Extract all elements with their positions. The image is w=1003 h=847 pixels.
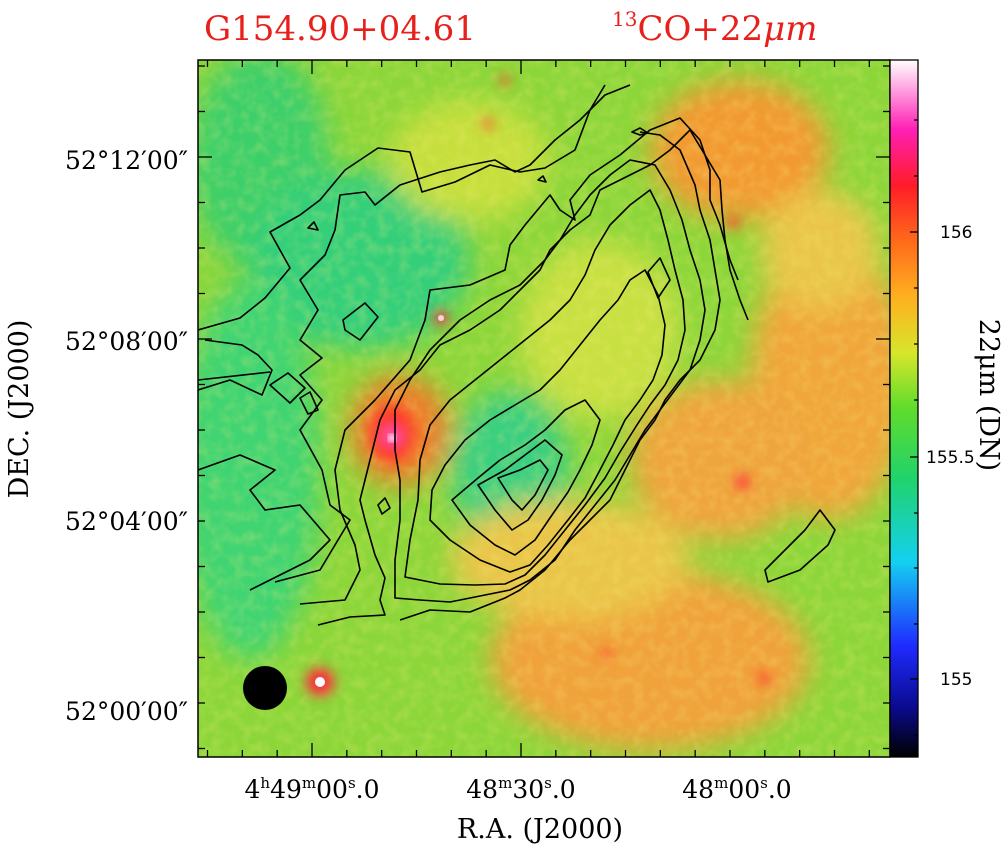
dec-tick-label: 52°04′00″ — [65, 507, 188, 536]
ra-tick-label: 4h49m00s.0 — [245, 774, 380, 804]
contour-small — [631, 127, 649, 136]
dec-tick-label: 52°12′00″ — [65, 146, 188, 175]
contour-10 — [477, 439, 563, 531]
colorbar-gradient — [890, 60, 918, 757]
contour-arc — [764, 509, 836, 583]
source-peak — [388, 434, 396, 442]
tracer-unit: μm — [763, 9, 817, 49]
contour-7 — [404, 189, 686, 586]
contour-small — [307, 221, 319, 231]
ra-tick-label: 48m00s.0 — [682, 774, 791, 804]
tracer-label: CO+22 — [637, 9, 763, 49]
contour-6 — [394, 159, 706, 603]
colorbar: 156 155.5 155 22μm (DN) — [889, 59, 1003, 758]
ra-tick-label: 48m30s.0 — [466, 774, 575, 804]
source-peak — [315, 677, 325, 687]
contour-small — [269, 372, 306, 404]
colorbar-tick-label: 155 — [940, 670, 972, 690]
ra-tick-labels: 4h49m00s.0 48m30s.0 48m00s.0 — [245, 774, 792, 804]
contour-open — [198, 371, 271, 381]
contour-small — [342, 302, 379, 341]
image-noise — [198, 60, 890, 757]
colorbar-tick-label: 156 — [940, 223, 972, 243]
contour-2 — [274, 84, 631, 583]
colorbar-label: 22μm (DN) — [973, 319, 1003, 471]
contour-4 — [317, 129, 749, 626]
colorbar-frame — [889, 59, 919, 758]
contour-8 — [429, 269, 666, 573]
contour-1 — [198, 84, 606, 591]
dec-tick-label: 52°00′00″ — [65, 697, 188, 726]
contour-peak — [647, 257, 671, 299]
source-peak — [438, 315, 444, 321]
source-title: G154.90+04.61 — [204, 9, 476, 49]
colorbar-tick-label: 155.5 — [926, 448, 975, 468]
image-panel — [198, 60, 890, 757]
contour-small — [377, 497, 391, 515]
axis-ticks — [198, 60, 890, 757]
contour-small — [299, 391, 319, 415]
contour-layer — [198, 84, 836, 626]
dec-tick-labels: 52°12′00″ 52°08′00″ 52°04′00″ 52°00′00″ — [65, 146, 188, 726]
beam-icon — [243, 666, 287, 710]
contour-11 — [497, 459, 549, 511]
y-axis-label: DEC. (J2000) — [4, 320, 35, 499]
tracer-title: 13CO+22μm — [612, 7, 817, 49]
contour-small — [537, 175, 547, 183]
dec-tick-label: 52°08′00″ — [65, 327, 188, 356]
colorbar-ticks — [910, 119, 918, 736]
contour-3 — [299, 117, 739, 605]
x-axis-label: R.A. (J2000) — [457, 814, 623, 845]
contour-9 — [451, 399, 601, 556]
tracer-isotope: 13 — [612, 7, 637, 31]
